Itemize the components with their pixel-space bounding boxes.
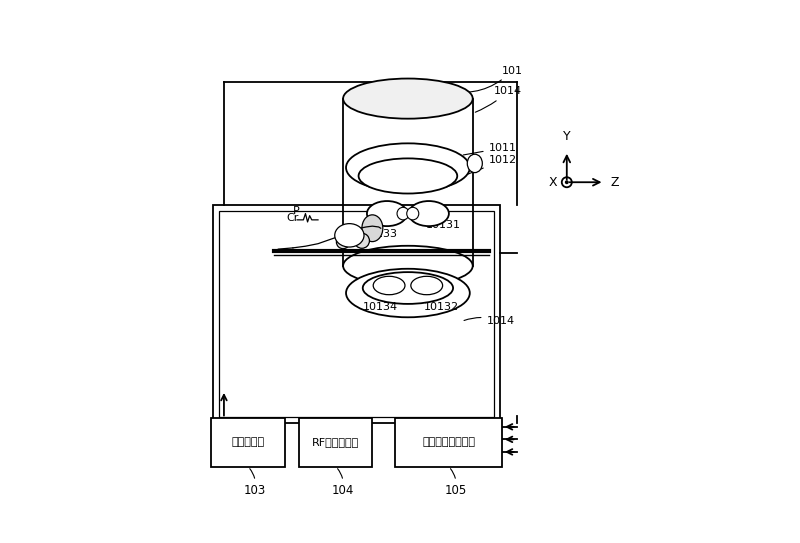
Ellipse shape (354, 233, 370, 248)
Ellipse shape (397, 207, 409, 220)
Ellipse shape (362, 272, 453, 304)
Ellipse shape (467, 154, 482, 173)
Ellipse shape (346, 269, 470, 317)
Ellipse shape (346, 143, 470, 192)
Text: Z: Z (610, 176, 619, 189)
Ellipse shape (358, 159, 458, 193)
Ellipse shape (343, 79, 473, 119)
Circle shape (566, 181, 568, 184)
Ellipse shape (343, 246, 473, 286)
Ellipse shape (406, 207, 418, 220)
Bar (219, 211, 494, 417)
Text: Y: Y (563, 130, 570, 142)
Text: 1014: 1014 (475, 86, 522, 112)
Ellipse shape (362, 215, 383, 242)
Ellipse shape (411, 276, 442, 295)
Ellipse shape (409, 201, 449, 226)
Bar (299, 419, 372, 466)
Text: X: X (549, 176, 558, 189)
Text: 1014: 1014 (464, 317, 514, 326)
Text: 105: 105 (445, 469, 466, 497)
Text: 1011: 1011 (463, 143, 517, 155)
Text: 101: 101 (443, 66, 523, 92)
Text: Cr: Cr (286, 213, 299, 223)
Ellipse shape (334, 224, 364, 247)
Text: 梯度磁场驱动电路: 梯度磁场驱动电路 (422, 438, 475, 447)
Text: 104: 104 (332, 469, 354, 497)
Text: 1012: 1012 (453, 155, 517, 180)
Bar (211, 419, 285, 466)
Bar (214, 205, 500, 422)
Text: 103: 103 (244, 469, 266, 497)
Ellipse shape (367, 201, 407, 226)
Text: 10132: 10132 (424, 302, 459, 312)
Text: 10131: 10131 (426, 220, 461, 230)
Ellipse shape (337, 235, 350, 249)
Text: RF功率放大器: RF功率放大器 (312, 438, 359, 447)
Ellipse shape (374, 276, 405, 295)
Bar (395, 419, 502, 466)
Text: 前置放大器: 前置放大器 (231, 438, 265, 447)
Text: 10134: 10134 (363, 302, 398, 312)
Text: P: P (293, 206, 300, 216)
Text: 10133: 10133 (363, 229, 398, 238)
